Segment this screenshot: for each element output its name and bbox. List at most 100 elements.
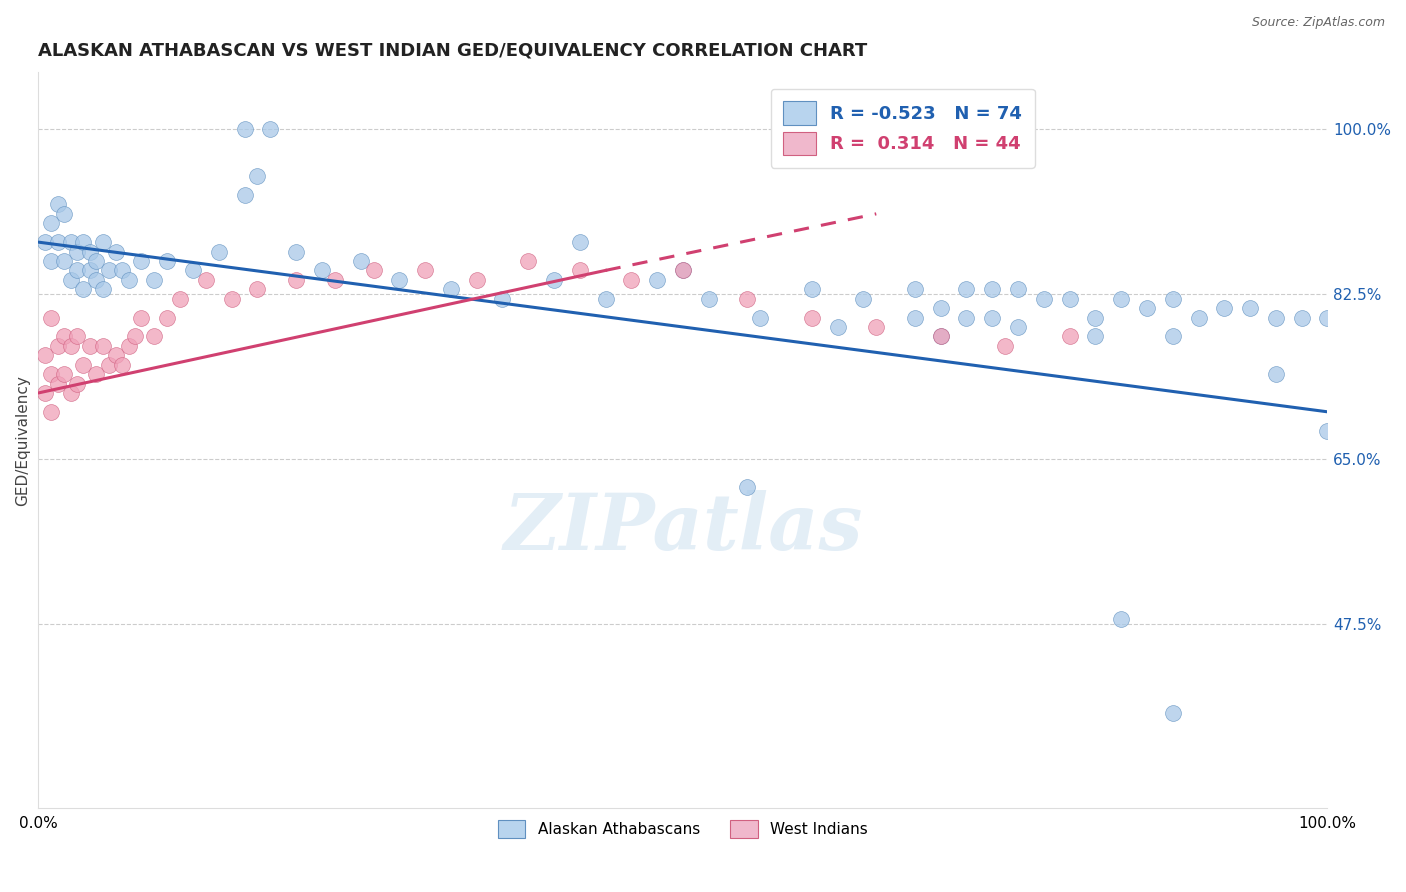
Point — [156, 310, 179, 325]
Point — [46, 235, 69, 249]
Point — [737, 480, 759, 494]
Point — [79, 339, 101, 353]
Point — [98, 358, 121, 372]
Point — [66, 329, 89, 343]
Point — [904, 310, 927, 325]
Point — [1264, 367, 1286, 381]
Point — [181, 263, 204, 277]
Point — [865, 320, 887, 334]
Point — [929, 301, 952, 315]
Point — [194, 273, 217, 287]
Point — [994, 339, 1017, 353]
Point — [1239, 301, 1261, 315]
Point — [1264, 310, 1286, 325]
Point — [169, 292, 191, 306]
Point — [131, 310, 153, 325]
Point — [285, 273, 308, 287]
Point — [1161, 292, 1184, 306]
Point — [46, 197, 69, 211]
Point — [852, 292, 875, 306]
Point — [59, 235, 82, 249]
Point — [156, 254, 179, 268]
Point — [86, 273, 108, 287]
Point — [39, 367, 62, 381]
Point — [955, 282, 977, 296]
Point — [568, 263, 591, 277]
Text: ZIPatlas: ZIPatlas — [503, 490, 862, 566]
Point — [1161, 329, 1184, 343]
Point — [620, 273, 643, 287]
Point — [124, 329, 146, 343]
Point — [98, 263, 121, 277]
Point — [465, 273, 488, 287]
Point — [59, 386, 82, 401]
Point — [1084, 329, 1107, 343]
Point — [79, 263, 101, 277]
Point — [143, 273, 166, 287]
Point — [349, 254, 371, 268]
Point — [800, 282, 823, 296]
Point — [72, 282, 94, 296]
Point — [323, 273, 346, 287]
Point — [672, 263, 695, 277]
Point — [72, 358, 94, 372]
Point — [285, 244, 308, 259]
Point — [233, 122, 256, 136]
Point — [91, 282, 114, 296]
Point — [53, 329, 76, 343]
Point — [800, 310, 823, 325]
Point — [1109, 612, 1132, 626]
Point — [104, 348, 127, 362]
Point — [66, 376, 89, 391]
Point — [34, 235, 56, 249]
Point — [413, 263, 436, 277]
Point — [1316, 424, 1339, 438]
Point — [46, 376, 69, 391]
Point — [672, 263, 695, 277]
Point — [645, 273, 668, 287]
Point — [91, 339, 114, 353]
Point — [39, 310, 62, 325]
Point — [143, 329, 166, 343]
Point — [1187, 310, 1209, 325]
Point — [1059, 292, 1081, 306]
Point — [1109, 292, 1132, 306]
Legend: Alaskan Athabascans, West Indians: Alaskan Athabascans, West Indians — [492, 814, 875, 844]
Point — [39, 216, 62, 230]
Point — [363, 263, 385, 277]
Point — [86, 367, 108, 381]
Point — [53, 254, 76, 268]
Point — [491, 292, 513, 306]
Point — [131, 254, 153, 268]
Text: ALASKAN ATHABASCAN VS WEST INDIAN GED/EQUIVALENCY CORRELATION CHART: ALASKAN ATHABASCAN VS WEST INDIAN GED/EQ… — [38, 42, 868, 60]
Point — [117, 339, 139, 353]
Point — [34, 386, 56, 401]
Point — [981, 310, 1004, 325]
Point — [72, 235, 94, 249]
Point — [53, 207, 76, 221]
Point — [904, 282, 927, 296]
Point — [595, 292, 617, 306]
Point — [1213, 301, 1236, 315]
Point — [221, 292, 243, 306]
Point — [981, 282, 1004, 296]
Point — [1007, 320, 1029, 334]
Point — [1136, 301, 1159, 315]
Point — [111, 358, 134, 372]
Point — [79, 244, 101, 259]
Point — [39, 254, 62, 268]
Point — [749, 310, 772, 325]
Point — [59, 273, 82, 287]
Point — [1059, 329, 1081, 343]
Text: Source: ZipAtlas.com: Source: ZipAtlas.com — [1251, 16, 1385, 29]
Point — [66, 263, 89, 277]
Point — [39, 405, 62, 419]
Point — [440, 282, 463, 296]
Point — [517, 254, 540, 268]
Point — [1032, 292, 1054, 306]
Point — [53, 367, 76, 381]
Point — [46, 339, 69, 353]
Point — [246, 169, 269, 183]
Point — [311, 263, 333, 277]
Point — [86, 254, 108, 268]
